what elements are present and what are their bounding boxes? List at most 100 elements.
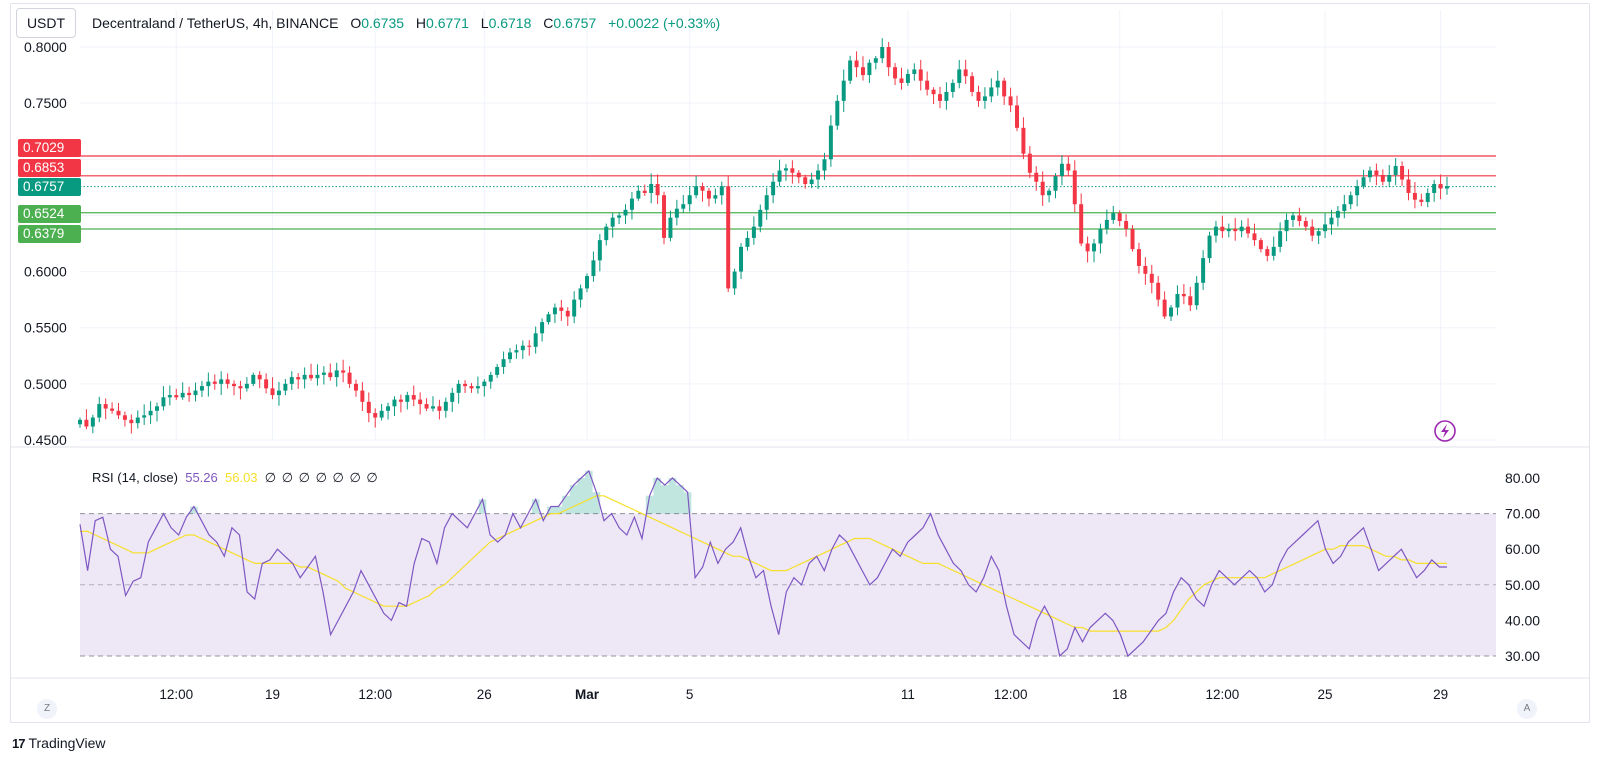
candle-body: [353, 383, 358, 391]
candle-body: [90, 417, 95, 427]
zoom-reset-button[interactable]: Z: [37, 699, 57, 719]
candle-body: [726, 186, 731, 289]
candle-body: [437, 406, 442, 411]
candle-body: [995, 80, 1000, 88]
candle-body: [289, 377, 294, 384]
candle-body: [122, 415, 127, 420]
candle-body: [386, 406, 391, 411]
candle-body: [681, 204, 686, 209]
change-value: +0.0022 (+0.33%): [608, 15, 721, 31]
x-tick-label: 11: [901, 687, 915, 702]
candle-body: [430, 406, 435, 409]
candle-body: [366, 401, 371, 414]
candle-body: [212, 381, 217, 384]
candle-body: [540, 322, 545, 334]
candle-body: [1143, 265, 1148, 274]
candle-body: [1072, 170, 1077, 205]
auto-scale-button[interactable]: A: [1517, 699, 1537, 719]
candle-body: [1335, 210, 1340, 218]
candle-body: [783, 168, 788, 171]
candle-body: [1419, 199, 1424, 202]
candle-body: [533, 333, 538, 347]
candle-body: [552, 307, 557, 315]
candle-body: [1412, 192, 1417, 200]
high-value: 0.6771: [426, 15, 469, 31]
candle-body: [764, 195, 769, 210]
candle-body: [321, 372, 326, 375]
candle-body: [270, 388, 275, 396]
candle-body: [1323, 224, 1328, 232]
candle-body: [1008, 96, 1013, 106]
x-tick-label: 26: [477, 687, 492, 702]
candle-body: [1149, 273, 1154, 283]
candle-body: [1393, 166, 1398, 176]
candle-body: [662, 195, 667, 238]
candle-body: [565, 310, 570, 317]
candle-body: [1207, 235, 1212, 259]
candle-body: [1425, 192, 1430, 202]
candle-body: [238, 386, 243, 389]
candle-body: [745, 237, 750, 247]
price-y-tick-label: 0.5000: [24, 376, 67, 392]
x-tick-label: Mar: [575, 687, 600, 702]
lightning-icon-ring: [1434, 420, 1456, 442]
candle-body: [443, 401, 448, 411]
price-y-tick-label: 0.8000: [24, 39, 67, 55]
rsi-ma-value: 56.03: [225, 470, 258, 485]
candle-body: [912, 69, 917, 74]
symbol-title: Decentraland / TetherUS, 4h, BINANCE: [92, 15, 339, 31]
rsi-title: RSI (14, close): [92, 470, 178, 485]
candle-body: [1252, 233, 1257, 241]
candle-body: [719, 186, 724, 196]
candle-body: [405, 395, 410, 402]
candle-body: [1201, 258, 1206, 283]
candle-body: [450, 392, 455, 402]
candle-body: [1303, 221, 1308, 227]
candle-body: [809, 179, 814, 184]
rsi-y-tick-label: 80.00: [1505, 470, 1540, 486]
currency-button[interactable]: USDT: [16, 8, 76, 38]
candle-body: [1226, 228, 1231, 232]
x-tick-label: 12:00: [358, 687, 392, 702]
candle-body: [1213, 226, 1218, 236]
rsi-y-tick-label: 60.00: [1505, 541, 1540, 557]
candle-body: [1380, 175, 1385, 182]
rsi-y-tick-label: 50.00: [1505, 577, 1540, 593]
candle-body: [938, 94, 942, 101]
ohlc-legend: Decentraland / TetherUS, 4h, BINANCE O 0.…: [92, 15, 720, 31]
low-value: 0.6718: [488, 15, 532, 31]
candle-body: [1406, 179, 1411, 193]
candle-body: [1438, 183, 1443, 189]
price-y-tick-label: 0.6000: [24, 264, 67, 280]
candle-body: [219, 379, 224, 384]
candle-body: [1233, 228, 1238, 232]
brand[interactable]: 17 TradingView: [12, 735, 106, 751]
candle-body: [206, 381, 211, 387]
tradingview-logo-icon: 17: [12, 735, 26, 751]
candle-body: [1355, 186, 1360, 196]
candle-body: [1387, 175, 1392, 182]
candle-body: [1066, 163, 1071, 171]
candle-body: [1124, 221, 1129, 229]
candle-body: [694, 186, 699, 196]
candle-body: [585, 276, 589, 289]
rsi-y-tick-label: 70.00: [1505, 506, 1540, 522]
candle-body: [636, 190, 641, 199]
candle-body: [398, 399, 403, 402]
candle-body: [1162, 299, 1167, 317]
candle-body: [341, 370, 346, 373]
candle-body: [905, 73, 910, 83]
candle-body: [97, 404, 102, 418]
candle-body: [187, 392, 192, 396]
candle-body: [302, 374, 307, 380]
candle-body: [1445, 186, 1449, 189]
candle-body: [880, 47, 885, 59]
high-label: H: [415, 15, 427, 31]
candle-body: [610, 217, 615, 227]
candle-body: [790, 168, 795, 173]
open-label: O: [350, 15, 362, 31]
candle-body: [591, 260, 596, 277]
candle-body: [347, 372, 352, 384]
rsi-hidden-values: ∅ ∅ ∅ ∅ ∅ ∅ ∅: [264, 470, 379, 485]
